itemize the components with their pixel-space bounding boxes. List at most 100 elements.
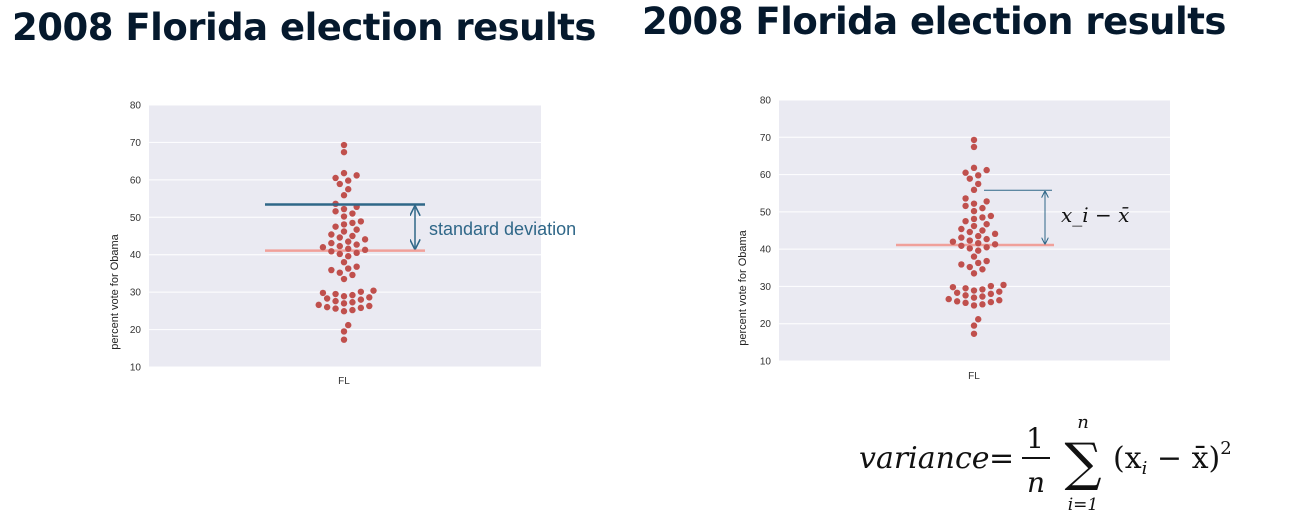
data-point: [340, 205, 348, 213]
data-point: [340, 275, 348, 283]
data-point: [979, 204, 986, 212]
data-point: [340, 336, 348, 343]
y-tick-label: 40: [130, 250, 142, 261]
data-point: [962, 169, 969, 176]
data-point: [345, 253, 352, 260]
data-point: [966, 245, 973, 252]
y-tick-label: 60: [130, 175, 142, 186]
data-point: [340, 213, 348, 220]
sum-icon: ∑: [1064, 433, 1101, 493]
data-point: [970, 253, 978, 260]
data-point: [970, 164, 978, 172]
data-point: [979, 301, 986, 308]
data-point: [983, 198, 990, 205]
data-point: [983, 220, 990, 228]
data-point: [979, 266, 986, 273]
data-point: [962, 299, 969, 307]
y-tick-label: 80: [760, 96, 772, 107]
data-point: [979, 286, 986, 293]
term-subscript: i: [1142, 458, 1148, 479]
data-point: [975, 180, 982, 188]
data-point: [991, 241, 999, 248]
data-point: [996, 288, 1003, 295]
y-tick-label: 70: [760, 133, 772, 144]
data-point: [340, 221, 348, 228]
data-point: [970, 330, 978, 337]
data-point: [361, 236, 369, 243]
data-point: [966, 228, 973, 236]
data-point: [332, 290, 339, 298]
data-point: [962, 202, 969, 210]
data-point: [353, 241, 360, 248]
data-point: [991, 230, 999, 238]
data-point: [345, 245, 352, 252]
data-point: [958, 261, 965, 268]
data-point: [1000, 281, 1007, 289]
data-point: [353, 263, 360, 270]
data-point: [975, 172, 982, 179]
term-minus: − x̄): [1147, 441, 1220, 476]
data-point: [970, 322, 978, 329]
data-point: [315, 301, 322, 309]
data-point: [340, 148, 348, 156]
data-point: [340, 141, 348, 149]
plot-background: [149, 105, 541, 367]
data-point: [328, 231, 335, 238]
data-point: [332, 297, 339, 305]
formula-equals: =: [989, 441, 1014, 476]
data-point: [336, 269, 343, 276]
data-point: [987, 290, 995, 298]
y-axis-label: percent vote for Obama: [109, 233, 121, 349]
data-point: [349, 306, 356, 314]
data-point: [336, 242, 343, 250]
data-point: [975, 316, 982, 323]
data-point: [975, 232, 982, 240]
data-point: [345, 238, 352, 245]
data-point: [970, 302, 978, 309]
x-tick-label: FL: [338, 376, 350, 387]
data-point: [357, 304, 365, 312]
data-point: [357, 218, 365, 225]
formula-denominator: n: [1027, 466, 1045, 499]
formula-numerator: 1: [1026, 422, 1044, 455]
data-point: [970, 215, 978, 223]
variance-formula: variance = 1 n n ∑ i=1 (xi − x̄)2: [859, 412, 1232, 515]
data-point: [340, 300, 348, 307]
data-point: [949, 238, 957, 245]
data-point: [983, 244, 990, 251]
data-point: [953, 289, 961, 296]
data-point: [357, 296, 365, 303]
annotation-deviation-formula: x_i − x̄: [1061, 203, 1129, 227]
formula-lhs: variance: [859, 441, 990, 476]
data-point: [975, 247, 982, 254]
data-point: [349, 271, 356, 279]
plot-background: [779, 100, 1170, 361]
data-point: [370, 287, 377, 294]
y-tick-label: 20: [760, 319, 772, 330]
data-point: [353, 249, 360, 257]
term-open: (x: [1113, 441, 1142, 476]
y-tick-label: 50: [130, 213, 142, 224]
data-point: [987, 298, 995, 306]
data-point: [340, 293, 348, 300]
data-point: [970, 186, 978, 194]
data-point: [336, 234, 343, 241]
data-point: [323, 303, 331, 311]
data-point: [975, 259, 982, 267]
data-point: [983, 166, 990, 174]
data-point: [970, 222, 978, 230]
data-point: [996, 297, 1003, 304]
data-point: [953, 298, 961, 305]
data-point: [970, 207, 978, 215]
y-tick-label: 30: [130, 288, 142, 299]
data-point: [366, 294, 373, 301]
sum-upper-limit: n: [1077, 412, 1089, 433]
data-point: [328, 248, 335, 255]
slide-title-left: 2008 Florida election results: [12, 6, 596, 49]
data-point: [958, 242, 965, 249]
sum-lower-limit: i=1: [1068, 495, 1099, 515]
data-point: [945, 295, 952, 303]
data-point: [340, 328, 348, 335]
data-point: [323, 295, 331, 302]
